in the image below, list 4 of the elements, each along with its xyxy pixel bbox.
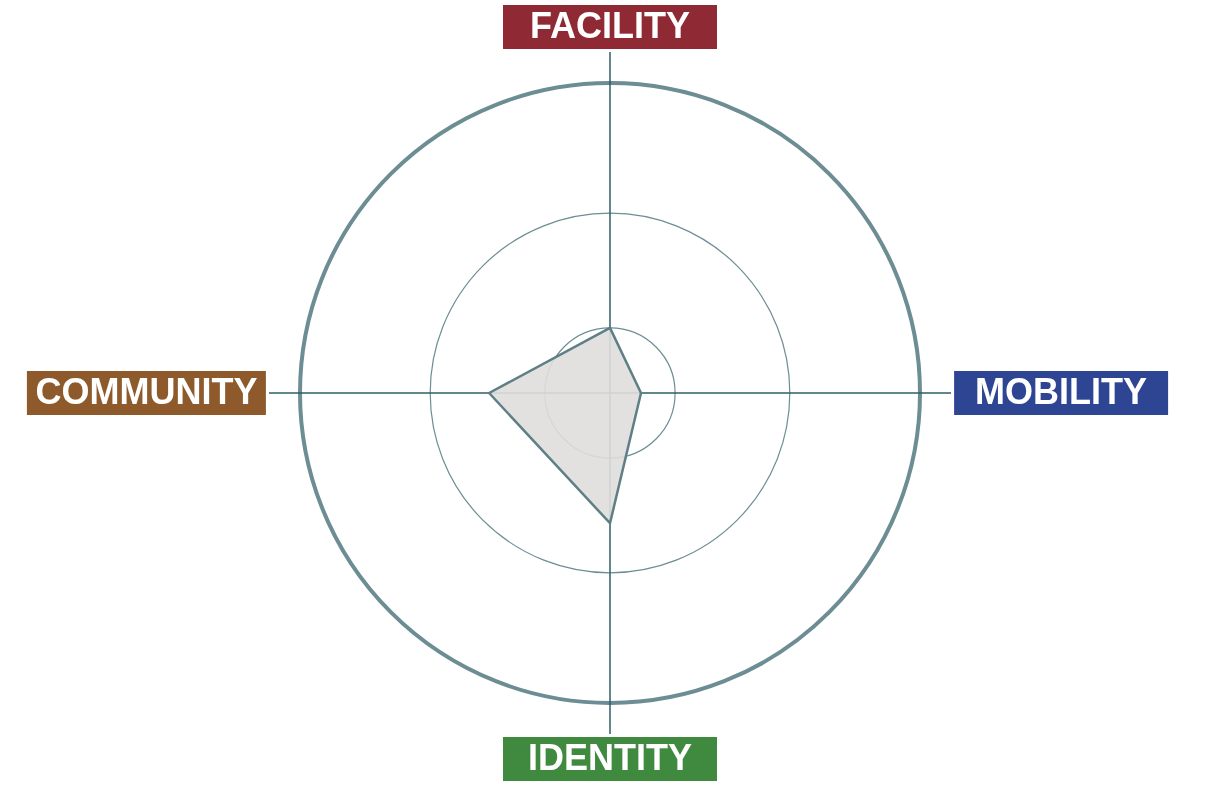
spoke-label: MOBILITY [975,371,1148,412]
spoke-label: COMMUNITY [35,371,258,412]
spoke-label: IDENTITY [527,737,693,779]
spoke-label: FACILITY [530,4,690,46]
